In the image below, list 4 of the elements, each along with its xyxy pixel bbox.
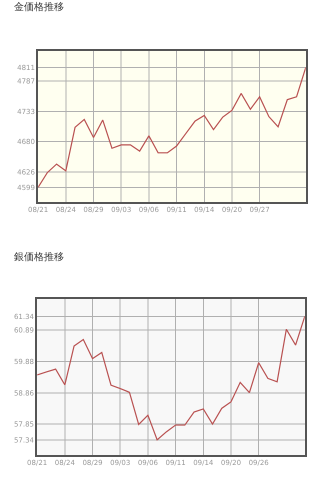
chart-title: 銀価格推移 xyxy=(14,251,64,263)
chart-title: 金価格推移 xyxy=(14,1,64,13)
line-series xyxy=(38,66,306,188)
line-series xyxy=(37,316,305,440)
